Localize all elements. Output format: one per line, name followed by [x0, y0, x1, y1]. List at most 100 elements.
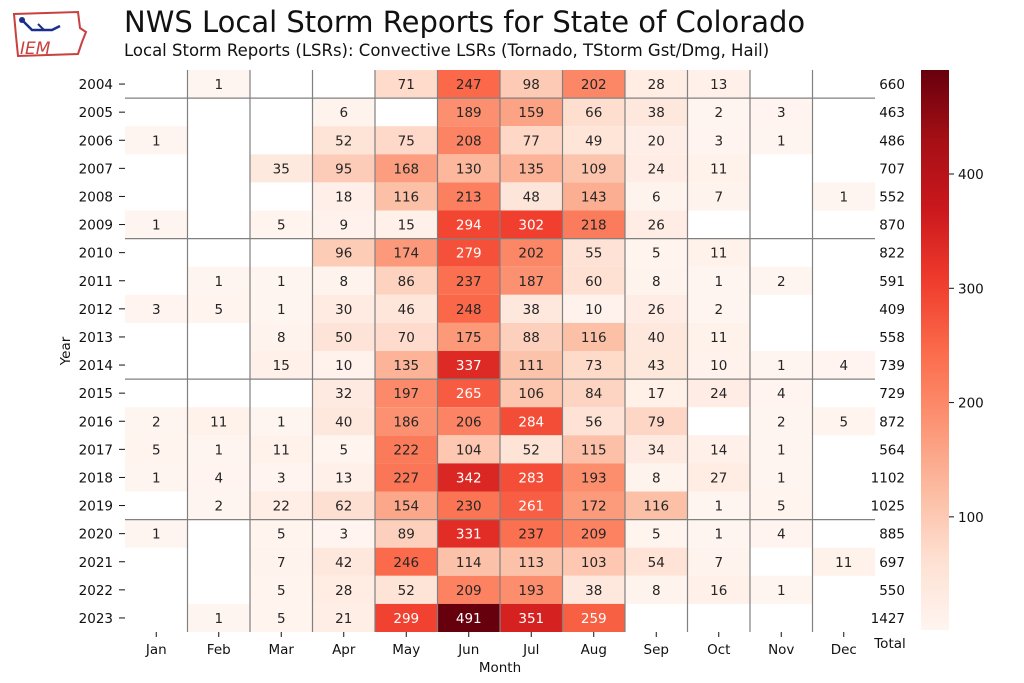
y-tick-label: 2020 [79, 527, 113, 543]
heatmap-cell [625, 435, 688, 464]
heatmap-cell [250, 575, 313, 604]
colorbar [921, 70, 949, 630]
cell-value: 34 [648, 442, 665, 458]
heatmap-cell [625, 294, 688, 323]
colorbar-tick-label: 400 [958, 167, 984, 183]
heatmap-cell [687, 154, 750, 183]
cell-value: 248 [456, 302, 482, 318]
cell-value: 109 [581, 161, 607, 177]
heatmap-cell [375, 435, 438, 464]
chart-subtitle: Local Storm Reports (LSRs): Convective L… [124, 41, 770, 60]
cell-value: 209 [581, 527, 607, 543]
heatmap-cell [250, 603, 313, 632]
heatmap-cell [625, 126, 688, 155]
cell-value: 193 [518, 583, 544, 599]
cell-value: 1 [152, 470, 161, 486]
cell-value: 28 [335, 583, 352, 599]
cell-value: 1 [214, 77, 223, 93]
heatmap-cell [312, 575, 375, 604]
cell-value: 16 [710, 583, 727, 599]
heatmap-cell [437, 238, 500, 267]
heatmap-cell [125, 407, 188, 436]
heatmap-cell [437, 603, 500, 632]
heatmap-cell [625, 379, 688, 408]
heatmap-cell [375, 238, 438, 267]
y-tick-label: 2013 [79, 330, 113, 346]
heatmap-cell [312, 407, 375, 436]
cell-value: 42 [335, 555, 352, 571]
y-tick-label: 2023 [79, 611, 113, 627]
cell-value: 1 [839, 189, 848, 205]
cell-value: 60 [585, 274, 602, 290]
heatmap-cell [562, 519, 625, 548]
heatmap-cell [500, 70, 563, 99]
heatmap-cell [687, 98, 750, 127]
cell-value: 103 [581, 555, 607, 571]
cell-value: 284 [518, 414, 544, 430]
heatmap-cell [625, 463, 688, 492]
iem-logo: IEM [8, 6, 90, 60]
x-tick-label: Oct [707, 642, 730, 658]
cell-value: 27 [710, 470, 727, 486]
cell-value: 52 [398, 583, 415, 599]
row-total: 1025 [871, 499, 905, 515]
cell-value: 18 [335, 189, 352, 205]
heatmap-cell [500, 126, 563, 155]
heatmap-cell [187, 463, 250, 492]
heatmap-cell [562, 182, 625, 211]
cell-value: 1 [277, 274, 286, 290]
cell-value: 159 [518, 105, 544, 121]
cell-value: 351 [518, 611, 544, 627]
cell-value: 22 [273, 499, 290, 515]
cell-value: 1 [214, 442, 223, 458]
heatmap-cell [562, 547, 625, 576]
cell-value: 1 [152, 218, 161, 234]
heatmap-cell [500, 547, 563, 576]
x-tick-label: Nov [768, 642, 794, 658]
cell-value: 40 [335, 414, 352, 430]
row-total: 872 [879, 414, 905, 430]
heatmap-cell [437, 547, 500, 576]
cell-value: 3 [777, 105, 786, 121]
cell-value: 1 [214, 611, 223, 627]
heatmap-cell [125, 210, 188, 239]
cell-value: 299 [393, 611, 419, 627]
heatmap-cell [687, 463, 750, 492]
heatmap-cell [687, 491, 750, 520]
row-total: 739 [879, 358, 905, 374]
x-tick-label: Jan [145, 642, 167, 658]
row-total: 564 [879, 442, 905, 458]
heatmap-cell [812, 182, 875, 211]
heatmap-cell [312, 322, 375, 351]
heatmap-cell [562, 98, 625, 127]
cell-value: 116 [393, 189, 419, 205]
y-tick-label: 2004 [79, 77, 113, 93]
cell-value: 2 [777, 414, 786, 430]
colorbar-tick-label: 100 [958, 510, 984, 526]
cell-value: 10 [335, 358, 352, 374]
cell-value: 96 [335, 246, 352, 262]
cell-value: 1 [152, 527, 161, 543]
heatmap-cell [375, 294, 438, 323]
cell-value: 261 [518, 499, 544, 515]
cell-value: 79 [648, 414, 665, 430]
cell-value: 491 [456, 611, 482, 627]
cell-value: 1 [714, 274, 723, 290]
cell-value: 111 [518, 358, 544, 374]
heatmap-cell [500, 182, 563, 211]
heatmap-cell [312, 491, 375, 520]
cell-value: 1 [152, 133, 161, 149]
cell-value: 4 [777, 386, 786, 402]
cell-value: 208 [456, 133, 482, 149]
cell-value: 2 [714, 105, 723, 121]
heatmap-cell [562, 491, 625, 520]
y-tick-label: 2019 [79, 499, 113, 515]
heatmap-cell [562, 435, 625, 464]
heatmap-cell [187, 294, 250, 323]
cell-value: 26 [648, 302, 665, 318]
heatmap-cell [312, 126, 375, 155]
cell-value: 1 [277, 302, 286, 318]
cell-value: 48 [523, 189, 540, 205]
heatmap-cell [437, 379, 500, 408]
heatmap-cell [312, 266, 375, 295]
